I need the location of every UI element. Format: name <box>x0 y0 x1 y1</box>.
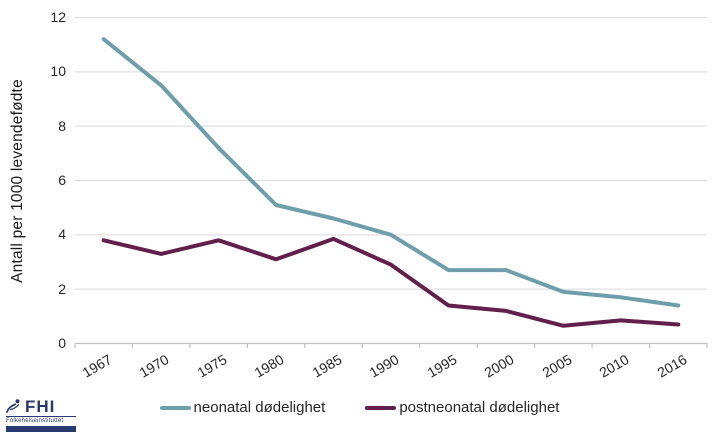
fhi-person-icon <box>6 399 20 413</box>
fhi-logo-text: FHI <box>25 397 56 416</box>
y-tick-label: 8 <box>58 117 66 134</box>
logo-divider <box>6 416 76 417</box>
series-line-postneonatal <box>101 236 681 328</box>
postneonatal-line-swatch <box>365 405 397 410</box>
y-axis-title: Antall per 1000 levendefødte <box>9 79 26 283</box>
logo-bar <box>6 426 76 432</box>
y-tick-label: 12 <box>50 9 66 26</box>
fhi-logo-subtitle: Folkehelseinstituttet <box>6 418 64 424</box>
y-tick-label: 2 <box>58 280 66 297</box>
fhi-logo: FHI Folkehelseinstituttet <box>6 398 76 432</box>
y-tick-label: 0 <box>58 335 66 351</box>
neonatal-line-swatch <box>159 405 191 410</box>
y-tick-label: 10 <box>50 63 66 80</box>
y-tick-label: 6 <box>58 172 66 189</box>
chart-legend: neonatal dødelighet postneonatal dødelig… <box>0 399 719 416</box>
legend-label: postneonatal dødelighet <box>399 399 560 416</box>
legend-item-neonatal: neonatal dødelighet <box>159 399 326 416</box>
legend-item-postneonatal: postneonatal dødelighet <box>365 399 559 416</box>
series-line-neonatal <box>101 37 681 308</box>
y-tick-label: 4 <box>58 226 66 243</box>
legend-label: neonatal dødelighet <box>193 399 326 416</box>
